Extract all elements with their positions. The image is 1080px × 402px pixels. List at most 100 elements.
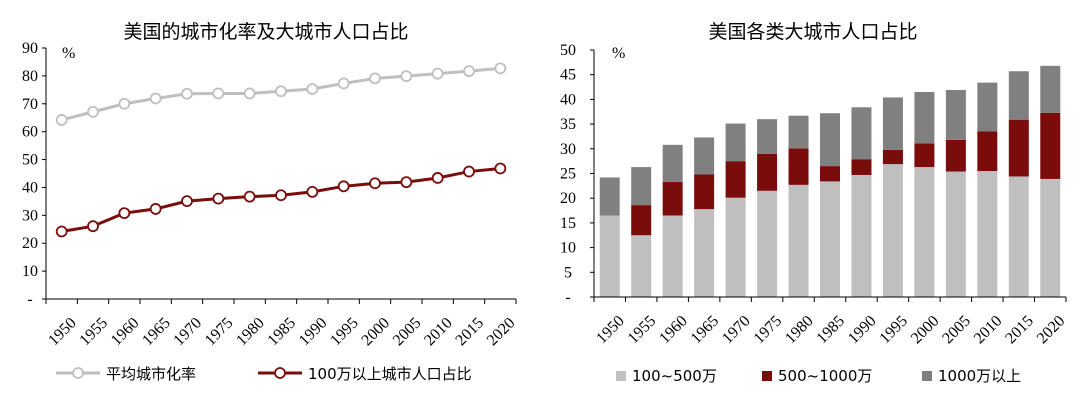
x-tick-label: 2000: [908, 312, 943, 347]
bar-stack-1955: [631, 167, 652, 297]
bar-segment: [1008, 71, 1029, 120]
data-point: [275, 85, 287, 98]
bar-segment: [945, 171, 966, 297]
bar-stack-1985: [820, 113, 840, 297]
data-point: [369, 72, 381, 85]
x-tick-label: 2005: [939, 312, 974, 347]
y-tick-label: 20: [560, 190, 576, 207]
data-point: [306, 83, 319, 95]
x-tick-label: 2010: [421, 314, 456, 349]
data-point: [212, 192, 225, 205]
legend-label: 100万以上城市人口占比: [308, 365, 472, 383]
data-point: [275, 189, 287, 202]
data-point: [431, 67, 444, 80]
bar-segment: [914, 91, 935, 144]
bar-segment: [1008, 119, 1029, 177]
bar-segment: [851, 107, 872, 160]
x-tick-label: 1995: [327, 314, 362, 349]
x-tick-label: 1975: [202, 314, 237, 349]
legend-item-1: 100~500万: [616, 367, 717, 385]
bar-segment: [631, 205, 652, 236]
y-tick-label: 60: [22, 124, 38, 141]
y-tick-label: 80: [22, 68, 38, 85]
y-tick-label: 40: [22, 179, 38, 196]
x-tick-label: 1950: [593, 312, 628, 347]
x-tick-label: 1965: [139, 314, 174, 349]
bar-segment: [631, 167, 652, 206]
legend-swatch: [922, 371, 932, 381]
data-point: [337, 180, 350, 193]
data-point: [431, 172, 444, 184]
data-point: [463, 65, 475, 78]
x-tick-label: 1980: [233, 314, 268, 349]
bar-segment: [694, 174, 715, 210]
bar-segment: [1008, 176, 1029, 297]
y-tick-label: -: [27, 291, 32, 308]
data-point: [494, 62, 507, 75]
series-2: [55, 162, 507, 238]
data-point: [369, 177, 381, 190]
x-tick-label: 1965: [688, 312, 723, 347]
bar-segment: [882, 97, 903, 150]
x-tick-label: 1960: [656, 312, 691, 347]
data-point: [118, 97, 131, 110]
series-1: [55, 62, 507, 126]
data-point: [87, 105, 99, 118]
bar-stack-2010: [977, 82, 998, 297]
data-point: [306, 186, 319, 198]
x-tick-label: 1970: [170, 314, 205, 349]
x-tick-label: 1990: [845, 312, 880, 347]
bar-segment: [662, 144, 683, 182]
y-tick-label: 20: [22, 235, 38, 252]
x-tick-label: 1975: [751, 312, 786, 347]
bar-stack-1960: [662, 144, 683, 297]
y-tick-label: 10: [22, 263, 38, 280]
bar-segment: [757, 153, 778, 191]
bar-segment: [757, 119, 778, 154]
bar-stack-1965: [694, 137, 715, 297]
legend-swatch: [616, 371, 626, 381]
unit-label: %: [62, 45, 75, 62]
x-tick-label: 1985: [813, 312, 848, 347]
bar-segment: [882, 149, 903, 165]
bar-segment: [788, 148, 809, 185]
bar-stack-1975: [757, 119, 778, 297]
data-point: [337, 77, 350, 90]
data-point: [400, 176, 413, 189]
bar-segment: [599, 215, 620, 297]
bar-segment: [725, 197, 746, 297]
bar-stack-2005: [945, 90, 966, 297]
bar-segment: [820, 113, 840, 167]
y-tick-label: -: [565, 289, 570, 306]
x-tick-label: 2015: [452, 314, 487, 349]
y-tick-label: 30: [560, 141, 576, 158]
bar-segment: [977, 131, 998, 172]
legend-label: 500~1000万: [778, 367, 872, 385]
y-tick-label: 30: [22, 207, 38, 224]
bar-stack-2020: [1040, 65, 1061, 297]
x-tick-label: 1970: [719, 312, 754, 347]
bar-segment: [977, 171, 998, 297]
bar-stack-2000: [914, 91, 935, 297]
bar-segment: [662, 181, 683, 216]
line-chart: 美国的城市化率及大城市人口占比 % - 10 20 30 40 50 60 70 80 90 19…: [22, 21, 518, 383]
x-tick-label: 1960: [108, 314, 143, 349]
y-tick-label: 50: [22, 152, 38, 169]
x-tick-label: 1985: [264, 314, 299, 349]
data-point: [118, 207, 131, 220]
x-tick-label: 1990: [296, 314, 331, 349]
data-point: [181, 195, 193, 208]
x-tick-label: 2020: [1034, 312, 1069, 347]
y-tick-label: 10: [560, 240, 576, 257]
data-point: [463, 165, 475, 178]
y-tick-label: 90: [22, 40, 38, 57]
bar-segment: [820, 181, 840, 297]
bar-segment: [1040, 178, 1061, 297]
x-tick-label: 1955: [76, 314, 111, 349]
x-tick-label: 1980: [782, 312, 817, 347]
data-point: [243, 190, 256, 203]
bar-stack-1995: [882, 97, 903, 297]
bar-segment: [914, 167, 935, 297]
